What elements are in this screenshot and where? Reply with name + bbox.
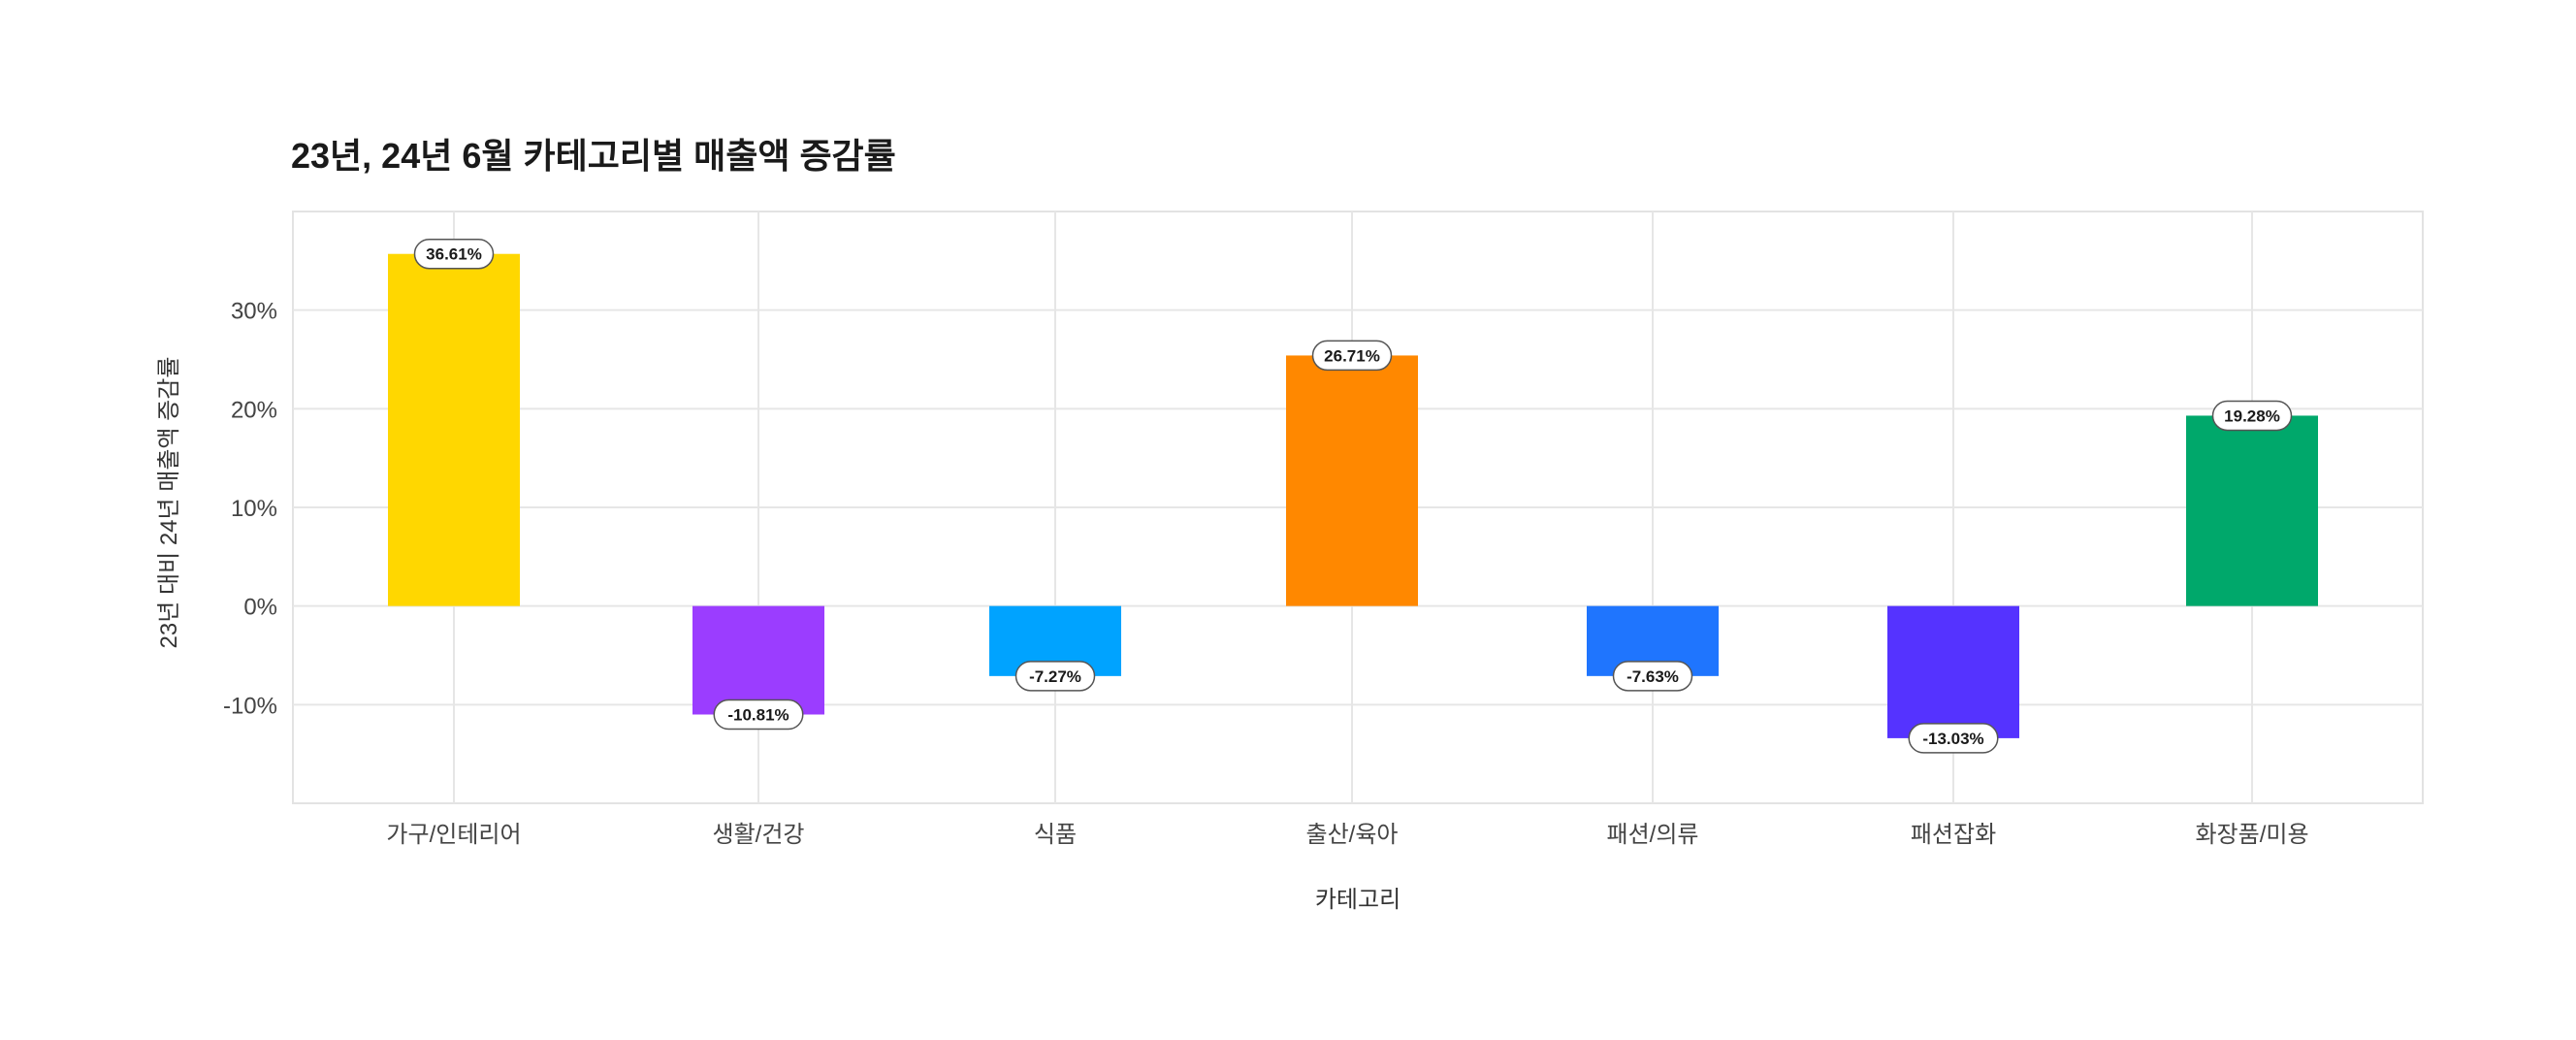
x-tick-label: 패션/의류 [1607,822,1699,848]
bars [388,253,2318,738]
bar [692,605,824,715]
y-tick-label: 10% [231,496,277,522]
data-label-pill [713,699,804,731]
tick-labels: -10% 0% 10% 20% 30% 가구/인테리어 생활/건강 식품 출산/육아 패션/의류 패… [223,299,2309,848]
data-label-pill [1014,661,1096,692]
data-label-pill [1311,340,1393,372]
x-tick-label: 화장품/미용 [2195,822,2308,848]
data-label: -10.81% [727,706,789,725]
data-label: 26.71% [1324,346,1380,365]
bar [2186,415,2318,606]
y-tick-label: 30% [231,299,277,325]
bar [1286,355,1418,606]
data-label: -13.03% [1922,730,1983,748]
y-tick-label: -10% [223,693,277,719]
y-tick-label: 0% [243,595,277,621]
data-label-pill [413,238,495,270]
data-label: -7.63% [1626,667,1679,686]
data-label: 36.61% [426,245,482,264]
x-tick-label: 식품 [1034,822,1077,848]
data-label-pill [1612,661,1693,692]
bar [1887,605,2019,738]
y-tick-label: 20% [231,397,277,423]
y-axis-title: 23년 대비 24년 매출액 증감률 [156,357,182,649]
data-label-pill [2211,400,2293,432]
x-tick-label: 패션잡화 [1911,822,1996,848]
x-tick-label: 생활/건강 [713,822,805,848]
chart-title: 23년, 24년 6월 카테고리별 매출액 증감률 [291,136,896,176]
x-axis-title: 카테고리 [1315,887,1401,913]
data-label: 19.28% [2224,406,2280,425]
bar [388,253,520,606]
x-tick-label: 가구/인테리어 [386,822,521,848]
x-tick-label: 출산/육아 [1306,822,1399,848]
data-label: -7.27% [1029,667,1081,686]
data-label-pill [1908,723,1999,754]
data-labels: 36.61% -10.81% -7.27% 26.71% -7.63% -13.03% 19… [413,238,2293,754]
